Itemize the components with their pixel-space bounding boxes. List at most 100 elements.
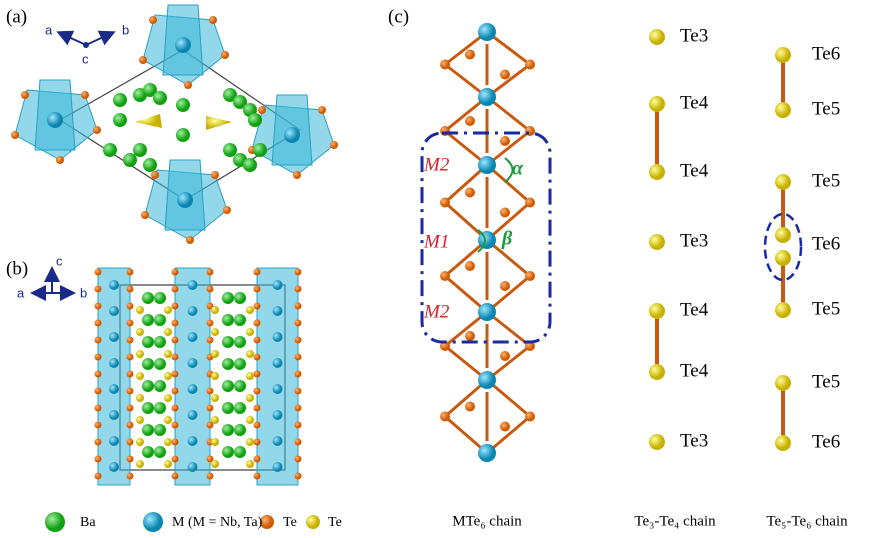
atom [222, 446, 234, 458]
atom [440, 60, 450, 70]
atom [246, 306, 254, 314]
atom [295, 269, 302, 276]
atom [254, 303, 261, 310]
atom [95, 371, 102, 378]
atom [136, 460, 144, 468]
atom [478, 23, 496, 41]
atom [293, 171, 301, 179]
atom [222, 380, 234, 392]
atom [465, 402, 475, 412]
atom [172, 439, 179, 446]
atom [222, 424, 234, 436]
structure-drawing [11, 5, 791, 485]
atom [81, 91, 89, 99]
legend-label: M (M = Nb, Ta) [172, 515, 263, 530]
atom [273, 436, 283, 446]
atom [172, 337, 179, 344]
atom [188, 280, 198, 290]
atom [525, 271, 535, 281]
atom [175, 37, 191, 53]
atom [207, 388, 214, 395]
atom [188, 436, 198, 446]
atom [234, 314, 246, 326]
atom [176, 128, 190, 142]
atom [95, 388, 102, 395]
atom [207, 405, 214, 412]
atom [153, 91, 167, 105]
atom [109, 332, 119, 342]
atom [246, 350, 254, 358]
atom [56, 156, 64, 164]
atom [127, 354, 134, 361]
atom-label: Te3 [680, 25, 708, 46]
legend-label: Te [328, 515, 342, 530]
page: (a) (b) (c) a b c c a b Ba M (M = Nb, Ta… [0, 0, 870, 538]
atom [149, 16, 157, 24]
atom [295, 473, 302, 480]
atom [254, 269, 261, 276]
atom [330, 141, 338, 149]
atom [649, 164, 665, 180]
atom [254, 354, 261, 361]
atom-label: Te4 [680, 360, 709, 381]
column [98, 268, 130, 485]
atom [243, 158, 257, 172]
atom [273, 332, 283, 342]
atom [188, 306, 198, 316]
atom [211, 460, 219, 468]
atom [295, 354, 302, 361]
atom [172, 371, 179, 378]
atom [295, 388, 302, 395]
atom [207, 337, 214, 344]
atom [440, 198, 450, 208]
atom [254, 286, 261, 293]
atom-label: Te5 [812, 170, 840, 191]
atom [465, 261, 475, 271]
atom [649, 234, 665, 250]
atom [234, 292, 246, 304]
atom [649, 29, 665, 45]
atom [113, 113, 127, 127]
atom [478, 303, 496, 321]
atom [95, 320, 102, 327]
atom [164, 350, 172, 358]
atom [127, 371, 134, 378]
atom-label: Te5 [812, 371, 840, 392]
atom [95, 269, 102, 276]
atom [127, 473, 134, 480]
axes-b [34, 270, 72, 293]
atom [465, 50, 475, 60]
atom [246, 438, 254, 446]
atom [246, 416, 254, 424]
atom [95, 405, 102, 412]
atom [172, 405, 179, 412]
atom [143, 158, 157, 172]
atom [176, 98, 190, 112]
atom [775, 102, 791, 118]
atom [500, 70, 510, 80]
axis-label: b [122, 22, 129, 37]
atom [109, 384, 119, 394]
atom [253, 143, 267, 157]
axis-label: c [82, 51, 89, 66]
atom [136, 328, 144, 336]
atom [246, 372, 254, 380]
caption: MTe₆ chain [452, 513, 522, 529]
atom [246, 394, 254, 402]
atom [184, 81, 192, 89]
atom [273, 410, 283, 420]
atom [136, 306, 144, 314]
atom [154, 358, 166, 370]
atom [154, 402, 166, 414]
atom [207, 286, 214, 293]
atom [93, 126, 101, 134]
atom [164, 438, 172, 446]
atom [188, 462, 198, 472]
atom [254, 320, 261, 327]
axis-label: c [56, 253, 63, 268]
atom [649, 303, 665, 319]
atom [188, 384, 198, 394]
atom [109, 306, 119, 316]
caption: Te₅-Te₆ chain [766, 513, 848, 529]
atom [133, 143, 147, 157]
